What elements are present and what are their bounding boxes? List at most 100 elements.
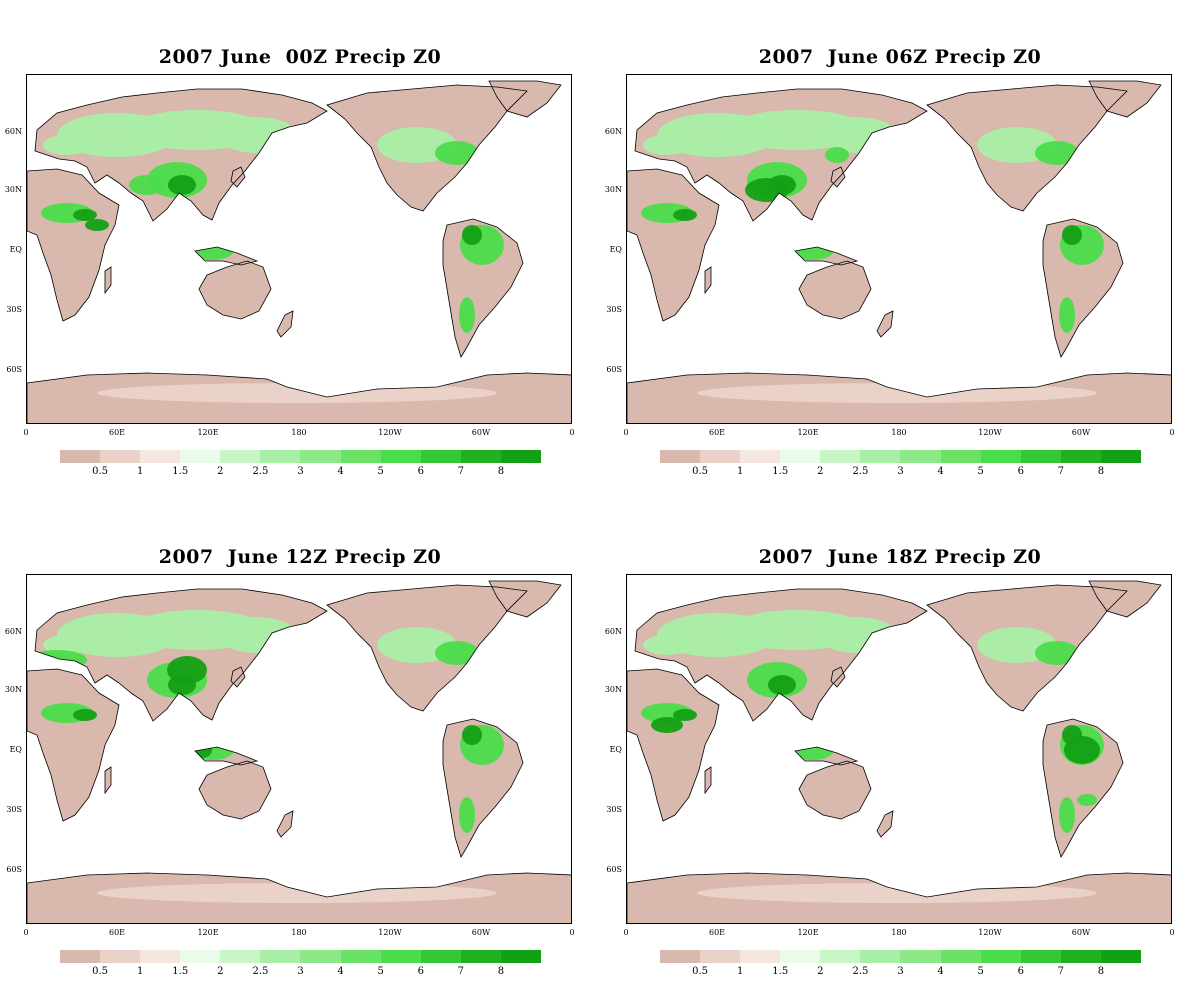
colorbar-swatch bbox=[860, 950, 901, 963]
colorbar-label: 0.5 bbox=[692, 466, 709, 477]
lon-label: 60E bbox=[708, 928, 726, 937]
colorbar-swatch bbox=[180, 450, 221, 463]
colorbar-label: 7 bbox=[457, 966, 465, 977]
colorbar-label: 0.5 bbox=[692, 966, 709, 977]
colorbar-label: 5 bbox=[377, 466, 384, 477]
island-new-zealand bbox=[877, 311, 893, 337]
colorbar-label: 2.5 bbox=[252, 966, 269, 977]
coastline bbox=[1042, 218, 1124, 358]
coastline bbox=[830, 666, 846, 688]
colorbar-label: 7 bbox=[457, 466, 465, 477]
colorbar-label: 4 bbox=[937, 466, 944, 477]
lat-label: EQ bbox=[9, 745, 22, 754]
coastline bbox=[1042, 718, 1124, 858]
colorbar-swatch bbox=[180, 950, 221, 963]
coastline bbox=[876, 310, 894, 338]
lon-label: 180 bbox=[291, 428, 307, 437]
colorbar-label: 5 bbox=[977, 466, 984, 477]
colorbar-label: 3 bbox=[297, 966, 304, 977]
lon-label: 120E bbox=[197, 928, 219, 937]
coastline bbox=[1088, 580, 1162, 618]
lat-label: 60N bbox=[604, 127, 622, 136]
coastline bbox=[926, 84, 1128, 212]
panel-title: 2007 June 18Z Precip Z0 bbox=[758, 546, 1042, 568]
coastline bbox=[27, 168, 120, 322]
coastline bbox=[830, 166, 846, 188]
continent-greenland bbox=[489, 581, 561, 617]
panel-12z: 2007 June 12Z Precip Z0 60N 30N EQ 30S 60S 0 6… bbox=[0, 500, 575, 977]
lon-label: 0 bbox=[23, 928, 29, 937]
coastline bbox=[198, 260, 272, 320]
coastline bbox=[230, 166, 246, 188]
colorbar-label: 8 bbox=[497, 966, 505, 977]
coastline bbox=[798, 260, 872, 320]
lon-label: 120W bbox=[378, 928, 402, 937]
lon-label: 0 bbox=[569, 928, 575, 937]
lat-label: 30S bbox=[6, 805, 22, 814]
panel-title: 2007 June 06Z Precip Z0 bbox=[758, 46, 1042, 68]
colorbar-swatch bbox=[1100, 950, 1141, 963]
colorbar-label: 6 bbox=[1017, 966, 1024, 977]
coastline bbox=[488, 580, 562, 618]
lon-label: 60W bbox=[471, 928, 491, 937]
lat-label: 60S bbox=[606, 865, 622, 874]
island-new-zealand bbox=[277, 311, 293, 337]
colorbar-label: 1 bbox=[736, 966, 744, 977]
colorbar-swatch bbox=[460, 450, 501, 463]
lat-label: 60S bbox=[6, 865, 22, 874]
lon-label: 60E bbox=[108, 428, 126, 437]
colorbar-swatch bbox=[900, 950, 941, 963]
colorbar-label: 1.5 bbox=[772, 466, 789, 477]
colorbar-swatch bbox=[1100, 450, 1141, 463]
precip-field bbox=[641, 110, 1104, 403]
coastline bbox=[104, 266, 112, 295]
lat-label: 60S bbox=[6, 365, 22, 374]
colorbar-label: 2 bbox=[217, 966, 224, 977]
colorbar-label: 4 bbox=[937, 966, 944, 977]
continent-greenland bbox=[489, 81, 561, 117]
lat-label: 30S bbox=[6, 305, 22, 314]
coastline bbox=[926, 584, 1128, 712]
colorbar-swatch bbox=[460, 950, 501, 963]
colorbar-swatch bbox=[140, 950, 181, 963]
colorbar-label: 2.5 bbox=[852, 466, 869, 477]
colorbar-swatch bbox=[660, 450, 701, 463]
map-svg bbox=[627, 75, 1171, 423]
colorbar-label: 6 bbox=[417, 466, 424, 477]
map-svg bbox=[627, 575, 1171, 923]
colorbar-label: 5 bbox=[977, 966, 984, 977]
colorbar-swatch bbox=[700, 450, 741, 463]
coastline bbox=[276, 310, 294, 338]
lat-label: 60N bbox=[604, 627, 622, 636]
coastline bbox=[488, 80, 562, 118]
lat-label: 60N bbox=[4, 627, 22, 636]
precip-map bbox=[26, 574, 572, 924]
colorbar-label: 8 bbox=[497, 466, 505, 477]
colorbar-swatch bbox=[980, 950, 1021, 963]
coastline bbox=[442, 218, 524, 358]
colorbar-swatch bbox=[1020, 950, 1061, 963]
coastline bbox=[34, 588, 328, 722]
colorbar-swatch bbox=[260, 950, 301, 963]
colorbar bbox=[60, 950, 541, 963]
panel-00z: 2007 June 00Z Precip Z0 60N 30N EQ 30S 60S 0 6… bbox=[0, 0, 575, 477]
colorbar-label: 7 bbox=[1057, 966, 1065, 977]
colorbar-swatch bbox=[660, 950, 701, 963]
colorbar-swatch bbox=[420, 950, 461, 963]
coastline bbox=[442, 718, 524, 858]
lat-label: 30N bbox=[604, 185, 622, 194]
lon-label: 120W bbox=[378, 428, 402, 437]
precip-field bbox=[27, 610, 504, 903]
colorbar-label: 7 bbox=[1057, 466, 1065, 477]
coastline bbox=[104, 766, 112, 795]
colorbar-swatch bbox=[140, 450, 181, 463]
coastline bbox=[794, 746, 859, 766]
lat-label: 60S bbox=[606, 365, 622, 374]
lon-label: 0 bbox=[569, 428, 575, 437]
precip-map bbox=[26, 74, 572, 424]
colorbar-swatch bbox=[380, 950, 421, 963]
lat-label: 30S bbox=[606, 805, 622, 814]
precip-field bbox=[41, 110, 504, 403]
colorbar-swatch bbox=[220, 450, 261, 463]
coastline bbox=[27, 872, 571, 923]
